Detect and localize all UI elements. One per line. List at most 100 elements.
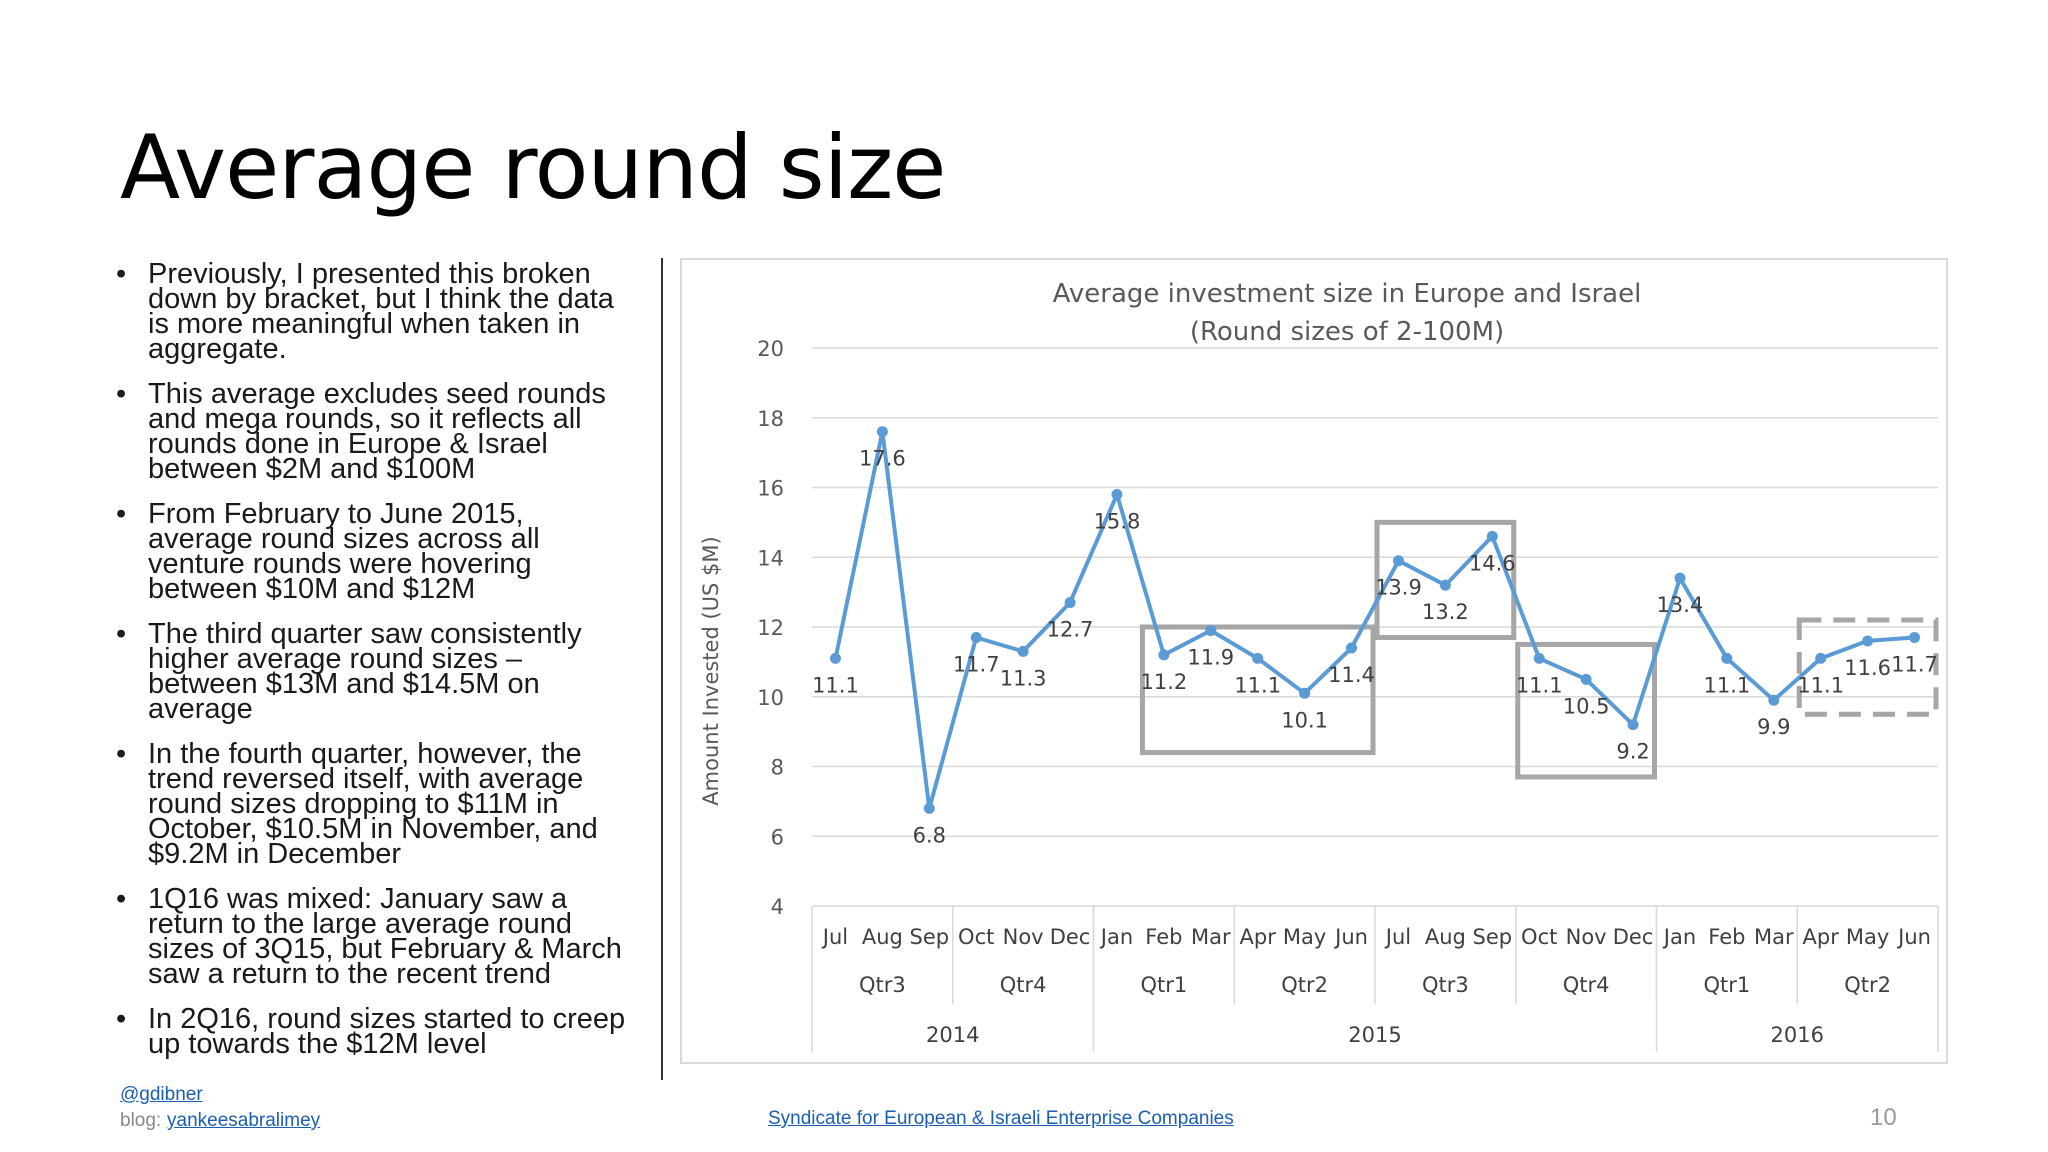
quarter-label: Qtr4 <box>1000 973 1047 997</box>
data-point <box>829 652 841 664</box>
data-point <box>1627 719 1639 731</box>
x-tick-label: Jul <box>821 925 848 949</box>
twitter-handle-link[interactable]: @gdibner <box>120 1084 203 1105</box>
data-label: 11.1 <box>1797 673 1844 697</box>
y-tick-label: 6 <box>771 825 784 849</box>
x-tick-label: Sep <box>1472 925 1512 949</box>
x-tick-label: Apr <box>1803 925 1840 949</box>
data-point <box>923 802 935 814</box>
data-point <box>1768 694 1780 706</box>
y-tick-label: 18 <box>757 407 784 431</box>
y-tick-label: 10 <box>757 686 784 710</box>
y-tick-label: 8 <box>771 756 784 780</box>
data-point <box>1252 652 1264 664</box>
data-label: 13.9 <box>1375 576 1422 600</box>
data-label: 11.7 <box>953 652 1000 676</box>
data-label: 9.2 <box>1616 740 1649 764</box>
quarter-label: Qtr2 <box>1844 973 1891 997</box>
x-tick-label: Sep <box>909 925 949 949</box>
y-tick-label: 20 <box>757 337 784 361</box>
data-label: 11.4 <box>1328 663 1375 687</box>
y-tick-label: 16 <box>757 477 784 501</box>
x-tick-label: Feb <box>1708 925 1745 949</box>
data-point <box>1862 635 1874 647</box>
x-tick-label: May <box>1846 925 1889 949</box>
year-label: 2015 <box>1348 1023 1401 1047</box>
bullet-item: 1Q16 was mixed: January saw a return to … <box>112 885 632 989</box>
quarter-label: Qtr1 <box>1703 973 1750 997</box>
data-point <box>1111 488 1123 500</box>
x-tick-label: Jul <box>1384 925 1411 949</box>
series-line <box>833 429 1915 811</box>
data-point <box>1721 652 1733 664</box>
quarter-label: Qtr4 <box>1563 973 1610 997</box>
source-link[interactable]: Syndicate for European & Israeli Enterpr… <box>768 1108 1234 1129</box>
y-axis-label: Amount Invested (US $M) <box>699 536 723 805</box>
bullet-item: In the fourth quarter, however, the tren… <box>112 740 632 869</box>
data-label: 11.9 <box>1187 645 1234 669</box>
x-tick-label: Apr <box>1240 925 1277 949</box>
x-tick-label: Jan <box>1662 925 1696 949</box>
y-tick-label: 12 <box>757 616 784 640</box>
data-point <box>1346 642 1358 654</box>
blog-label: blog: <box>120 1110 162 1131</box>
x-tick-label: Jun <box>1333 925 1368 949</box>
data-label: 11.1 <box>1516 673 1563 697</box>
data-label: 11.6 <box>1844 656 1891 680</box>
data-label: 14.6 <box>1469 551 1516 575</box>
x-tick-label: Aug <box>1425 925 1466 949</box>
data-label: 15.8 <box>1094 509 1141 533</box>
data-label: 13.2 <box>1422 600 1469 624</box>
chart-frame: Average investment size in Europe and Is… <box>680 258 1948 1064</box>
data-point <box>1486 530 1498 542</box>
x-tick-label: Dec <box>1050 925 1091 949</box>
data-label: 17.6 <box>859 447 906 471</box>
data-label: 11.2 <box>1140 670 1187 694</box>
data-label: 12.7 <box>1047 618 1094 642</box>
data-point <box>1299 687 1311 699</box>
vertical-divider <box>661 258 663 1080</box>
data-point <box>876 426 888 438</box>
data-point <box>1909 631 1921 643</box>
data-point <box>1158 649 1170 661</box>
quarter-label: Qtr3 <box>859 973 906 997</box>
data-label: 9.9 <box>1757 715 1790 739</box>
year-label: 2014 <box>926 1023 979 1047</box>
y-tick-label: 4 <box>771 895 784 919</box>
quarter-label: Qtr1 <box>1140 973 1187 997</box>
y-tick-label: 14 <box>757 546 784 570</box>
x-tick-label: Oct <box>958 925 994 949</box>
data-label: 10.1 <box>1281 708 1328 732</box>
data-point <box>1439 579 1451 591</box>
chart-subtitle: (Round sizes of 2-100M) <box>1190 317 1504 347</box>
highlight-box <box>1515 641 1657 780</box>
blog-link[interactable]: yankeesabralimey <box>167 1110 321 1131</box>
bullet-item: From February to June 2015, average roun… <box>112 500 632 604</box>
data-label: 11.1 <box>812 673 859 697</box>
data-label: 11.7 <box>1891 652 1938 676</box>
data-point <box>1815 652 1827 664</box>
x-tick-label: Feb <box>1145 925 1182 949</box>
slide-title: Average round size <box>120 116 946 219</box>
x-tick-label: Dec <box>1613 925 1654 949</box>
data-point <box>1205 624 1217 636</box>
page-number: 10 <box>1870 1104 1897 1131</box>
bullet-item: In 2Q16, round sizes started to creep up… <box>112 1005 632 1059</box>
bullet-item: Previously, I presented this broken down… <box>112 260 632 364</box>
x-tick-label: Jan <box>1099 925 1133 949</box>
year-label: 2016 <box>1771 1023 1824 1047</box>
data-label: 11.1 <box>1703 673 1750 697</box>
data-point <box>970 631 982 643</box>
data-label: 13.4 <box>1657 593 1704 617</box>
data-label: 10.5 <box>1563 694 1610 718</box>
x-tick-label: Mar <box>1754 925 1794 949</box>
quarter-label: Qtr3 <box>1422 973 1469 997</box>
line-chart: Average investment size in Europe and Is… <box>699 279 1939 1052</box>
highlight-box <box>1796 617 1939 717</box>
quarter-label: Qtr2 <box>1281 973 1328 997</box>
data-point <box>1064 597 1076 609</box>
x-tick-label: Mar <box>1191 925 1231 949</box>
data-point <box>1674 572 1686 584</box>
x-tick-label: May <box>1283 925 1326 949</box>
